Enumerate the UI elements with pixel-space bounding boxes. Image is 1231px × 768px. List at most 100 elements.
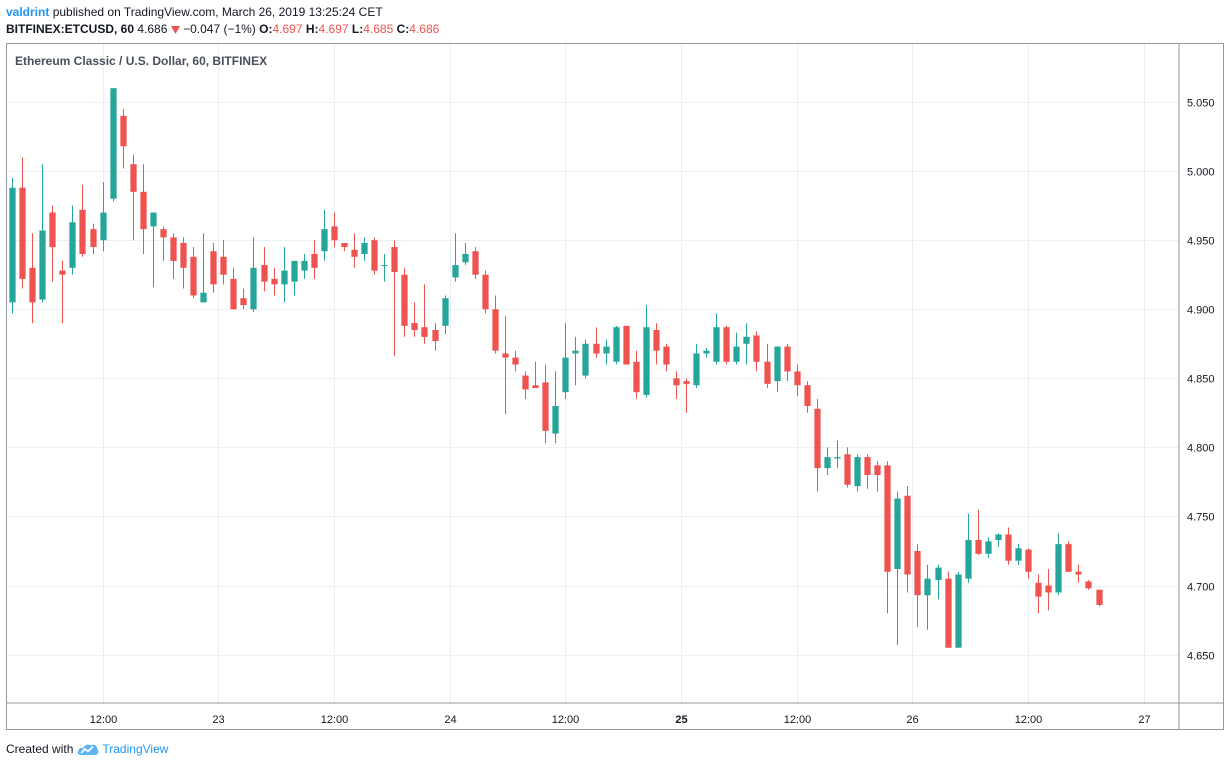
candle-down (814, 399, 821, 492)
high-label: H: (305, 22, 319, 36)
candle-up (955, 571, 962, 648)
candle-body (733, 346, 740, 362)
price-axis[interactable]: 5.050 5.000 4.950 4.900 4.850 4.800 4.750 4.700… (1187, 98, 1215, 663)
candle-body (210, 251, 217, 285)
candle-body (854, 457, 861, 487)
candle-body (442, 298, 449, 326)
candle-body (331, 226, 338, 241)
last-price: 4.686 (137, 22, 168, 36)
candle-down (482, 270, 489, 314)
candle-body (59, 270, 66, 275)
footer: Created with TradingView (6, 741, 168, 757)
candle-body (110, 88, 117, 199)
time-tick-label: 23 (212, 714, 224, 726)
candle-body (281, 270, 288, 285)
price-tick-label: 4.800 (1187, 443, 1215, 455)
candle-body (874, 465, 881, 476)
price-tick-label: 4.850 (1187, 374, 1215, 386)
candle-up (935, 564, 942, 600)
candle-down (1035, 574, 1042, 614)
candle-body (643, 327, 650, 395)
candle-body (1015, 548, 1022, 561)
candle-down (401, 267, 408, 337)
candle-down (864, 454, 871, 489)
candle-up (854, 454, 861, 492)
candle-down (975, 509, 982, 556)
candle-up (250, 237, 257, 313)
time-axis[interactable]: 12:00 23 12:00 24 12:00 25 12:00 26 12:00 27 (90, 714, 1151, 726)
candle-body (1085, 581, 1092, 589)
time-tick-label: 12:00 (784, 714, 812, 726)
candle-body (361, 242, 368, 254)
candle-body (703, 350, 710, 354)
author-link[interactable]: valdrint (6, 5, 50, 19)
candle-down (19, 157, 26, 289)
candle-up (924, 564, 931, 630)
candle-body (180, 242, 187, 268)
candle-down (502, 316, 509, 415)
candle-body (673, 378, 680, 386)
candle-body (79, 209, 86, 254)
triangle-down-icon (170, 26, 180, 34)
candle-body (864, 457, 871, 476)
candle-up (9, 178, 16, 314)
candle-body (985, 541, 992, 554)
close-label: C: (396, 22, 410, 36)
candle-body (562, 357, 569, 393)
candle-up (713, 313, 720, 365)
candle-down (391, 240, 398, 357)
candle-body (914, 551, 921, 596)
candle-body (1096, 589, 1103, 605)
low-value: 4.685 (363, 22, 394, 36)
candle-body (753, 335, 760, 362)
candle-body (683, 381, 690, 384)
candle-up (894, 491, 901, 645)
price-tick-label: 4.750 (1187, 512, 1215, 524)
candle-body (90, 229, 97, 248)
price-tick-label: 4.700 (1187, 582, 1215, 594)
candle-down (411, 302, 418, 337)
candle-up (301, 253, 308, 279)
time-tick-label: 12:00 (1015, 714, 1043, 726)
candle-down (160, 226, 167, 261)
candle-body (492, 309, 499, 351)
published-text: published on TradingView.com, March 26, … (52, 5, 383, 19)
candle-up (39, 164, 46, 303)
candle-body (381, 265, 388, 267)
candle-body (955, 574, 962, 648)
candle-down (351, 233, 358, 268)
candle-body (462, 253, 469, 263)
candle-down (432, 323, 439, 351)
candle-body (603, 346, 610, 354)
candle-body (1025, 549, 1032, 572)
candle-down (593, 327, 600, 358)
candle-body (945, 578, 952, 648)
candle-down (794, 364, 801, 397)
candle-up (824, 447, 831, 476)
candle-body (39, 230, 46, 300)
candle-body (512, 357, 519, 365)
candle-down (190, 247, 197, 299)
time-tick-label: 12:00 (552, 714, 580, 726)
candle-body (1065, 544, 1072, 572)
price-tick-label: 4.900 (1187, 305, 1215, 317)
candle-body (633, 361, 640, 393)
candle-down (753, 331, 760, 372)
candle-down (311, 240, 318, 279)
candle-down (59, 260, 66, 324)
candle-down (1025, 548, 1032, 579)
candle-body (230, 278, 237, 310)
candle-down (271, 267, 278, 296)
candle-up (774, 346, 781, 393)
candlestick-chart[interactable]: 5.050 5.000 4.950 4.900 4.850 4.800 4.750 4.700… (7, 44, 1223, 729)
tradingview-link[interactable]: TradingView (102, 742, 169, 756)
candle-body (975, 539, 982, 554)
candle-body (472, 251, 479, 275)
chart-panel[interactable]: 5.050 5.000 4.950 4.900 4.850 4.800 4.750 4.700… (6, 43, 1224, 730)
candle-down (240, 288, 247, 310)
candle-down (210, 242, 217, 293)
candle-body (100, 212, 107, 241)
candle-body (995, 534, 1002, 540)
time-tick-label: 24 (444, 714, 456, 726)
candle-body (9, 187, 16, 303)
